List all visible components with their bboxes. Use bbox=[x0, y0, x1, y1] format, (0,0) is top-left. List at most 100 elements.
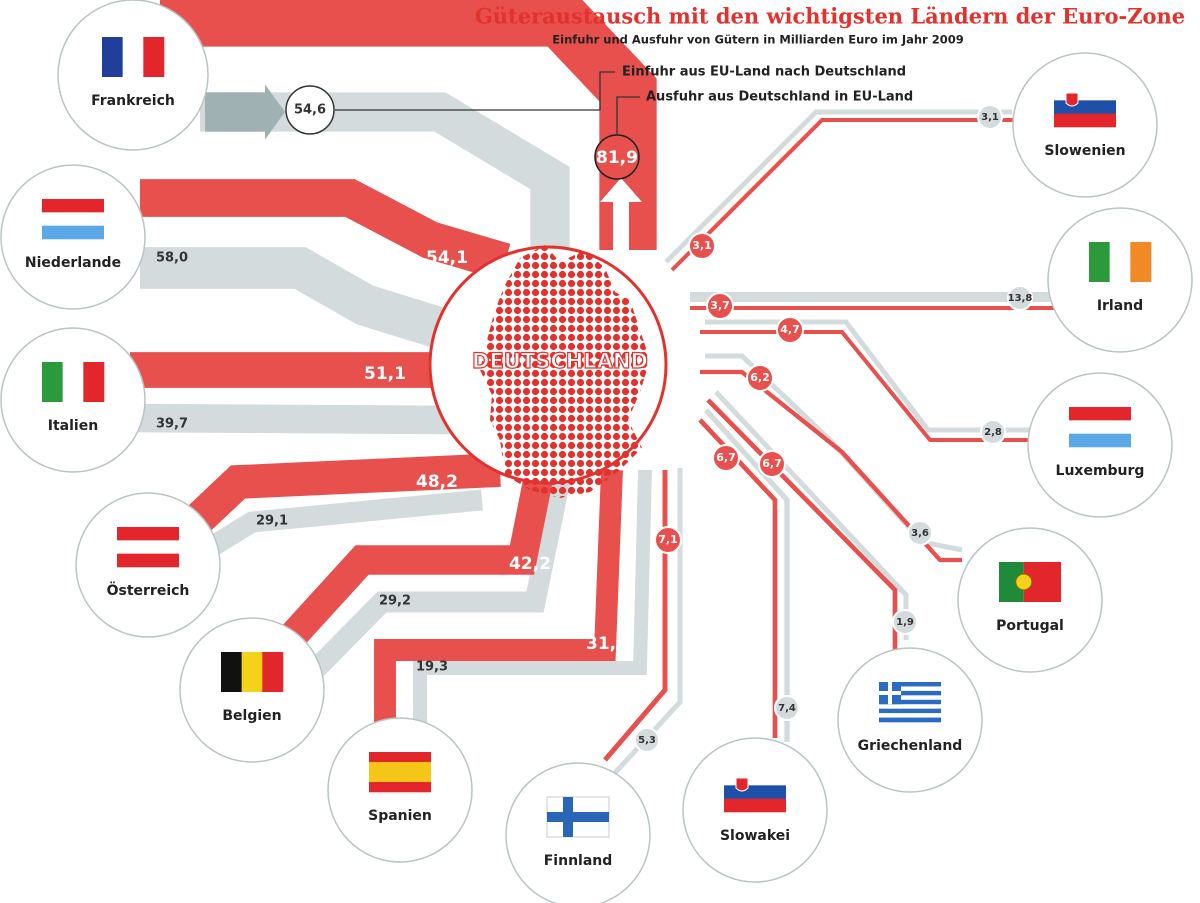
import-band bbox=[204, 489, 483, 557]
import-band bbox=[413, 469, 652, 737]
export-badge bbox=[746, 364, 774, 392]
country-node: Spanien bbox=[327, 717, 473, 863]
flag-stripe bbox=[42, 362, 63, 402]
flag-stripe bbox=[724, 772, 786, 786]
country-node: Luxemburg bbox=[1027, 372, 1173, 518]
export-band bbox=[269, 467, 555, 660]
country-name: Österreich bbox=[107, 581, 190, 599]
import-band bbox=[129, 403, 453, 435]
export-value: 6,7 bbox=[716, 451, 736, 464]
country-node: Portugal bbox=[957, 527, 1103, 673]
country-name: Portugal bbox=[996, 618, 1064, 634]
flag-stripe bbox=[724, 785, 786, 799]
import-band-outline bbox=[662, 107, 1012, 266]
export-badge bbox=[688, 232, 716, 260]
flag-stripe bbox=[262, 652, 284, 692]
flag-stripe bbox=[879, 686, 941, 692]
country-node: Finnland bbox=[505, 762, 651, 903]
import-band bbox=[705, 319, 1032, 433]
flag-stripe bbox=[1130, 242, 1152, 282]
import-arrow-body bbox=[205, 92, 265, 132]
export-value: 3,7 bbox=[710, 299, 730, 312]
import-value: 54,6 bbox=[294, 103, 326, 118]
legend: Einfuhr aus EU-Land nach Deutschland Aus… bbox=[335, 65, 913, 135]
flag-stripe bbox=[369, 752, 431, 763]
import-badge bbox=[634, 727, 660, 753]
export-band bbox=[140, 179, 511, 281]
export-value: 7,1 bbox=[658, 533, 678, 546]
export-arrow-head bbox=[600, 178, 642, 202]
flag-stripe bbox=[42, 225, 104, 240]
import-value: 58,0 bbox=[156, 251, 188, 266]
flag-stripe bbox=[241, 652, 263, 692]
legend-connector bbox=[616, 96, 640, 135]
legend-connector bbox=[335, 71, 615, 111]
export-badge bbox=[654, 526, 682, 554]
country-name: Belgien bbox=[222, 708, 281, 724]
import-value: 19,3 bbox=[416, 660, 448, 675]
import-value: 29,2 bbox=[379, 594, 411, 609]
import-badge bbox=[285, 85, 335, 135]
export-band bbox=[173, 453, 501, 545]
import-value: 5,3 bbox=[638, 735, 656, 746]
country-name: Niederlande bbox=[25, 255, 121, 271]
import-value: 29,1 bbox=[256, 514, 288, 529]
flag-stripe bbox=[879, 713, 941, 718]
flag-stripe bbox=[879, 704, 941, 709]
country-node: Österreich bbox=[75, 492, 221, 638]
country-name: Griechenland bbox=[858, 738, 963, 754]
flag-stripe bbox=[62, 362, 84, 402]
export-value: 51,1 bbox=[364, 364, 406, 384]
export-badge bbox=[712, 444, 740, 472]
flag-stripe bbox=[879, 699, 941, 705]
flag-stripe bbox=[724, 798, 786, 813]
country-node: Niederlande bbox=[0, 164, 146, 310]
flag-emblem bbox=[1065, 92, 1079, 107]
import-badge bbox=[774, 695, 800, 721]
import-value: 1,9 bbox=[896, 617, 914, 628]
country-name: Irland bbox=[1097, 298, 1143, 314]
export-value: 42,2 bbox=[509, 554, 551, 574]
export-value: 48,2 bbox=[416, 472, 458, 492]
flag-stripe bbox=[1069, 407, 1131, 421]
flag-stripe bbox=[221, 652, 242, 692]
flag-stripe bbox=[879, 682, 941, 687]
country-name: Finnland bbox=[544, 853, 613, 869]
flag-stripe bbox=[117, 527, 179, 541]
country-node: Slowakei bbox=[682, 737, 828, 883]
import-badge bbox=[980, 419, 1006, 445]
country-name: Spanien bbox=[368, 808, 432, 824]
flag-stripe bbox=[369, 782, 431, 793]
subtitle: Einfuhr und Ausfuhr von Gütern in Millia… bbox=[552, 33, 963, 47]
export-value: 31,3 bbox=[586, 634, 628, 654]
export-badge bbox=[706, 292, 734, 320]
import-value: 39,7 bbox=[156, 417, 188, 432]
export-arrow-body bbox=[613, 200, 629, 258]
export-badge bbox=[758, 450, 786, 478]
flag-stripe bbox=[879, 717, 941, 723]
import-value: 3,1 bbox=[981, 112, 999, 123]
flag-stripe bbox=[122, 37, 144, 77]
flag-stripe bbox=[117, 553, 179, 568]
flag-emblem bbox=[735, 777, 749, 792]
import-band bbox=[664, 109, 1012, 264]
import-value: 7,4 bbox=[778, 703, 796, 714]
flag-stripe bbox=[879, 690, 941, 696]
flag-stripe bbox=[1089, 242, 1110, 282]
flag-cross bbox=[879, 691, 901, 695]
center-label: DEUTSCHLAND bbox=[472, 349, 648, 373]
flag-stripe bbox=[1069, 433, 1131, 448]
import-value: 2,8 bbox=[984, 427, 1002, 438]
flag-stripe bbox=[1109, 242, 1131, 282]
import-arrow-head bbox=[265, 84, 285, 140]
flag-stripe bbox=[369, 762, 431, 773]
country-node: Griechenland bbox=[837, 647, 983, 793]
flag-stripe bbox=[117, 540, 179, 554]
country-name: Slowenien bbox=[1044, 143, 1125, 159]
country-node: Irland bbox=[1047, 207, 1193, 353]
import-badge bbox=[977, 104, 1003, 130]
export-band bbox=[700, 369, 962, 563]
import-band bbox=[140, 247, 469, 355]
